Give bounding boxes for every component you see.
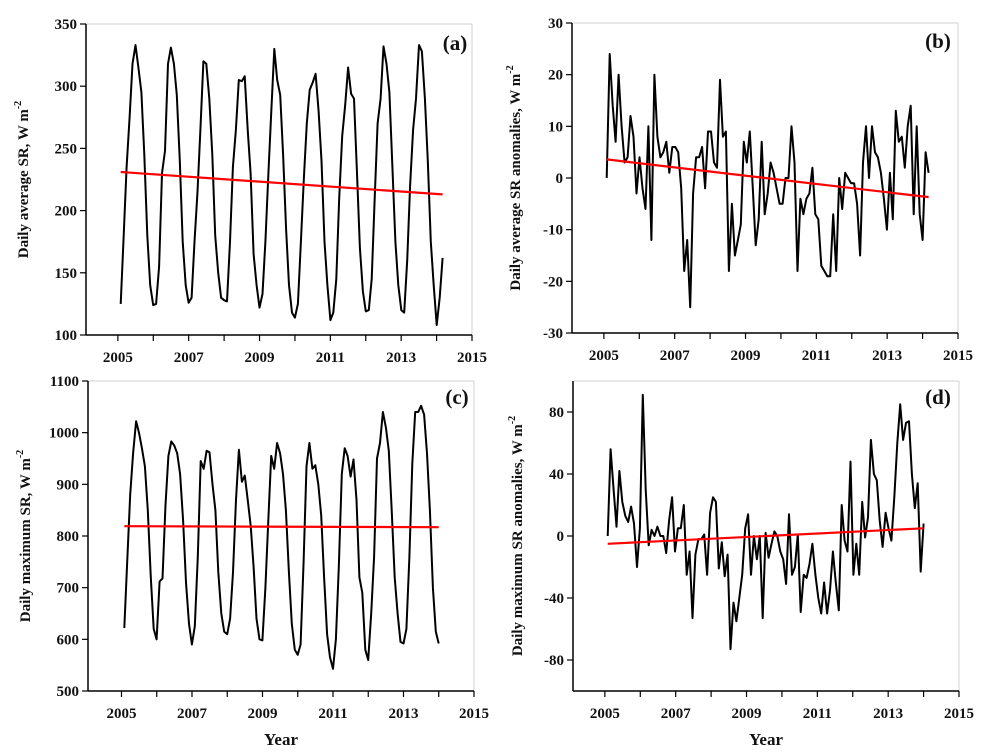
y-tick-label: 40 (549, 467, 564, 483)
y-axis-label-text: Daily maximum SR, W m (18, 458, 34, 623)
y-tick-label: 10 (548, 119, 563, 135)
x-tick-label: 2007 (174, 350, 205, 366)
y-axis-label: Daily maximum SR, W m-2 (15, 450, 34, 622)
y-tick-label: 300 (55, 79, 78, 95)
x-axis-label: Year (264, 730, 298, 749)
panel-label: (b) (925, 29, 951, 53)
panel-label: (d) (925, 385, 951, 409)
y-axis-label-superscript: -2 (13, 101, 24, 109)
x-tick-label: 2005 (590, 706, 620, 722)
x-tick-label: 2013 (388, 706, 418, 722)
y-tick-label: 20 (548, 68, 563, 84)
y-tick-label: 600 (57, 632, 80, 648)
x-tick-label: 2013 (872, 348, 902, 364)
data-series-line (606, 393, 925, 651)
data-series-line (119, 44, 444, 326)
y-axis-label-text: Daily average SR, W m (16, 109, 32, 259)
x-tick-label: 2011 (803, 706, 832, 722)
x-tick-label: 2015 (943, 348, 973, 364)
x-tick-label: 2005 (589, 348, 619, 364)
x-tick-label: 2009 (731, 348, 761, 364)
x-tick-label: 2005 (103, 350, 133, 366)
y-axis-label-superscript: -2 (505, 65, 516, 73)
trend-line (124, 525, 439, 529)
x-tick-label: 2011 (802, 348, 831, 364)
x-tick-label: 2015 (459, 706, 489, 722)
chart-panel-d: 2005 2007 2009 2011 2013 2015 -80 -40 0 40 80 Daily… (507, 380, 974, 749)
y-axis-label-superscript: -2 (15, 450, 26, 458)
y-axis-label-superscript: -2 (507, 416, 518, 424)
y-tick-label: -30 (543, 326, 563, 342)
x-tick-label: 2007 (177, 706, 208, 722)
y-tick-label: 350 (55, 17, 78, 33)
y-tick-label: -10 (543, 223, 563, 239)
panel-label: (c) (445, 385, 468, 409)
y-tick-label: 900 (57, 477, 80, 493)
x-tick-label: 2007 (660, 348, 691, 364)
data-series-line (123, 404, 440, 670)
data-series-line (605, 53, 930, 309)
y-axis-label: Daily average SR, W m-2 (13, 101, 32, 258)
chart-panel-a: 2005 2007 2009 2011 2013 2015 100 150 200 250 300 3… (13, 17, 487, 366)
y-tick-label: 150 (55, 266, 78, 282)
y-tick-label: 700 (57, 581, 80, 597)
y-tick-label: 0 (557, 529, 565, 545)
x-tick-label: 2015 (457, 350, 487, 366)
x-axis-label: Year (749, 730, 783, 749)
y-tick-label: 800 (57, 529, 80, 545)
y-tick-label: -80 (544, 653, 564, 669)
trend-line (606, 158, 929, 199)
y-tick-label: -20 (543, 274, 563, 290)
y-tick-label: 500 (57, 684, 80, 700)
y-axis-label-text: Daily maximum SR anomalies, W m (510, 424, 526, 656)
y-tick-label: 1100 (50, 374, 79, 390)
y-tick-label: 0 (556, 171, 564, 187)
y-tick-label: 200 (55, 204, 78, 220)
x-tick-label: 2011 (316, 350, 345, 366)
panel-label: (a) (443, 31, 468, 55)
x-tick-label: 2005 (106, 706, 136, 722)
x-tick-label: 2009 (247, 706, 277, 722)
y-axis-label-text: Daily average SR anomalies, W m (508, 73, 524, 290)
x-tick-label: 2013 (386, 350, 416, 366)
trend-line (120, 170, 443, 196)
y-tick-label: 80 (549, 405, 564, 421)
y-tick-label: -40 (544, 591, 564, 607)
y-tick-label: 1000 (49, 426, 79, 442)
x-tick-label: 2011 (318, 706, 347, 722)
y-tick-label: 30 (548, 16, 563, 32)
x-tick-label: 2007 (661, 706, 692, 722)
y-tick-label: 250 (55, 141, 78, 157)
trend-line (607, 527, 924, 545)
chart-panel-c: 2005 2007 2009 2011 2013 2015 500 600 700 800 900 1… (15, 374, 489, 749)
y-axis-label: Daily average SR anomalies, W m-2 (505, 65, 524, 290)
x-tick-label: 2009 (732, 706, 762, 722)
y-tick-label: 100 (55, 328, 78, 344)
x-tick-label: 2015 (944, 706, 974, 722)
chart-panel-b: 2005 2007 2009 2011 2013 2015 -30 -20 -10 0 10 20 30… (505, 16, 973, 364)
x-tick-label: 2013 (873, 706, 903, 722)
y-axis-label: Daily maximum SR anomalies, W m-2 (507, 416, 526, 656)
x-tick-label: 2009 (245, 350, 275, 366)
